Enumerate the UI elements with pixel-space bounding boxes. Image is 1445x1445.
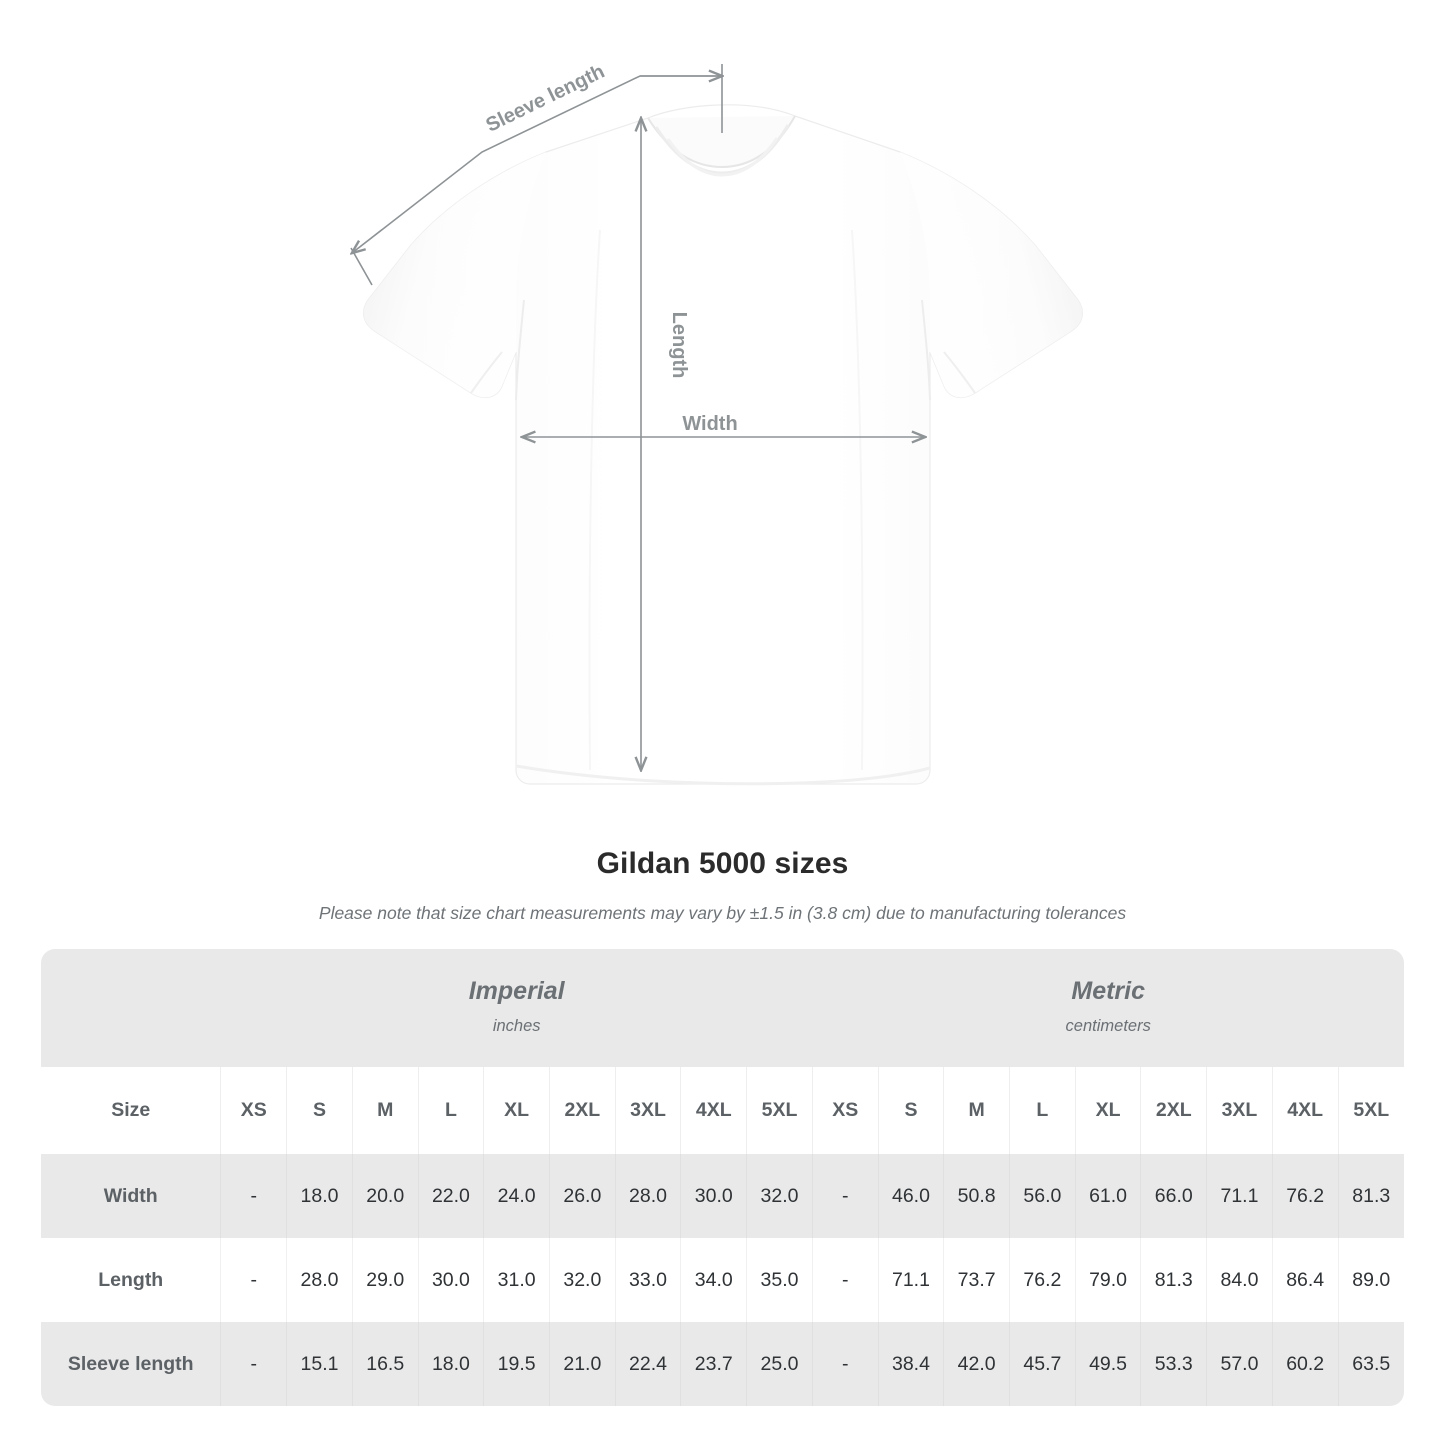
cell-width-imperial-5xl: 32.0 [746, 1154, 813, 1238]
unit-sub-metric: centimeters [1065, 1016, 1151, 1035]
unit-header-spacer [41, 949, 221, 1067]
sleeve-length-label: Sleeve length [483, 60, 609, 136]
cell-length-imperial-4xl: 34.0 [680, 1238, 747, 1322]
cell-sleeve-imperial-3xl: 22.4 [614, 1322, 681, 1406]
cell-sleeve-imperial-xl: 19.5 [483, 1322, 550, 1406]
cell-length-metric-4xl: 86.4 [1271, 1238, 1339, 1322]
cell-sleeve-metric-xl: 49.5 [1074, 1322, 1141, 1406]
unit-name-imperial: Imperial [468, 976, 565, 1005]
cell-sleeve-metric-4xl: 60.2 [1271, 1322, 1339, 1406]
table-row: Length - 28.0 29.0 30.0 31.0 32.0 33.0 3… [41, 1238, 1404, 1322]
size-header-metric-2xl: 2XL [1140, 1067, 1207, 1154]
cell-length-metric-5xl: 89.0 [1337, 1238, 1404, 1322]
cell-sleeve-metric-s: 38.4 [877, 1322, 944, 1406]
cell-sleeve-imperial-xs: - [220, 1322, 287, 1406]
size-header-imperial-xl: XL [483, 1067, 550, 1154]
cell-sleeve-metric-3xl: 57.0 [1206, 1322, 1273, 1406]
cell-width-metric-xl: 61.0 [1074, 1154, 1141, 1238]
size-header-metric-s: S [877, 1067, 944, 1154]
size-header-label: Size [41, 1067, 221, 1154]
size-header-metric-3xl: 3XL [1206, 1067, 1273, 1154]
cell-sleeve-imperial-s: 15.1 [286, 1322, 353, 1406]
cell-width-imperial-l: 22.0 [417, 1154, 484, 1238]
cell-length-imperial-3xl: 33.0 [614, 1238, 681, 1322]
size-header-metric-4xl: 4XL [1271, 1067, 1339, 1154]
size-header-imperial-3xl: 3XL [614, 1067, 681, 1154]
length-label: Length [668, 312, 690, 379]
size-header-imperial-l: L [417, 1067, 484, 1154]
title-block: Gildan 5000 sizes Please note that size … [0, 845, 1445, 925]
tshirt-illustration [362, 104, 1084, 786]
size-header-imperial-4xl: 4XL [680, 1067, 747, 1154]
table-row: Sleeve length - 15.1 16.5 18.0 19.5 21.0… [41, 1322, 1404, 1406]
tshirt-diagram: Sleeve length Length Width [0, 60, 1084, 786]
cell-sleeve-imperial-2xl: 21.0 [548, 1322, 616, 1406]
cell-width-imperial-2xl: 26.0 [548, 1154, 616, 1238]
cell-sleeve-metric-l: 45.7 [1009, 1322, 1076, 1406]
cell-sleeve-metric-m: 42.0 [943, 1322, 1010, 1406]
size-header-metric-m: M [943, 1067, 1010, 1154]
cell-sleeve-metric-xs: - [811, 1322, 879, 1406]
cell-length-imperial-xs: - [220, 1238, 287, 1322]
cell-length-metric-l: 76.2 [1009, 1238, 1076, 1322]
size-header-metric-l: L [1009, 1067, 1076, 1154]
cell-length-imperial-m: 29.0 [351, 1238, 419, 1322]
cell-sleeve-metric-2xl: 53.3 [1140, 1322, 1207, 1406]
cell-sleeve-imperial-5xl: 25.0 [746, 1322, 813, 1406]
cell-sleeve-imperial-m: 16.5 [351, 1322, 419, 1406]
cell-sleeve-metric-5xl: 63.5 [1337, 1322, 1404, 1406]
size-header-imperial-2xl: 2XL [548, 1067, 616, 1154]
cell-width-metric-3xl: 71.1 [1206, 1154, 1273, 1238]
cell-width-imperial-4xl: 30.0 [680, 1154, 747, 1238]
page-title: Gildan 5000 sizes [596, 847, 849, 880]
cell-length-metric-xs: - [811, 1238, 879, 1322]
cell-width-metric-m: 50.8 [943, 1154, 1010, 1238]
size-header-metric-xl: XL [1074, 1067, 1141, 1154]
cell-width-metric-xs: - [811, 1154, 879, 1238]
tolerance-note: Please note that size chart measurements… [318, 903, 1127, 923]
cell-length-metric-m: 73.7 [943, 1238, 1010, 1322]
sleeve-length-dimension [351, 64, 722, 286]
cell-width-imperial-xs: - [220, 1154, 287, 1238]
cell-length-imperial-5xl: 35.0 [746, 1238, 813, 1322]
table-row: Width - 18.0 20.0 22.0 24.0 26.0 28.0 30… [41, 1154, 1404, 1238]
unit-header-metric: Metric centimeters [812, 949, 1404, 1067]
cell-length-imperial-2xl: 32.0 [548, 1238, 616, 1322]
unit-header-row: Imperial inches Metric centimeters [41, 949, 1404, 1067]
size-chart-table-wrapper: Imperial inches Metric centimeters Size … [41, 949, 1404, 1406]
width-label: Width [682, 413, 737, 435]
row-label-length: Length [41, 1238, 221, 1322]
cell-length-metric-3xl: 84.0 [1206, 1238, 1273, 1322]
cell-length-metric-s: 71.1 [877, 1238, 944, 1322]
size-header-metric-5xl: 5XL [1337, 1067, 1404, 1154]
cell-sleeve-imperial-4xl: 23.7 [680, 1322, 747, 1406]
size-header-imperial-5xl: 5XL [746, 1067, 813, 1154]
cell-width-imperial-3xl: 28.0 [614, 1154, 681, 1238]
size-header-imperial-xs: XS [220, 1067, 287, 1154]
cell-length-imperial-s: 28.0 [286, 1238, 353, 1322]
cell-width-imperial-m: 20.0 [351, 1154, 419, 1238]
row-label-sleeve-length: Sleeve length [41, 1322, 221, 1406]
unit-name-metric: Metric [1071, 976, 1146, 1005]
size-chart-table: Imperial inches Metric centimeters Size … [41, 949, 1404, 1406]
cell-length-metric-xl: 79.0 [1074, 1238, 1141, 1322]
unit-sub-imperial: inches [492, 1016, 541, 1035]
size-header-imperial-s: S [286, 1067, 353, 1154]
cell-width-imperial-xl: 24.0 [483, 1154, 550, 1238]
size-header-row: Size XS S M L XL 2XL 3XL 4XL 5XL XS S M … [41, 1067, 1404, 1154]
cell-width-metric-2xl: 66.0 [1140, 1154, 1207, 1238]
unit-header-imperial: Imperial inches [220, 949, 813, 1067]
cell-width-metric-s: 46.0 [877, 1154, 944, 1238]
size-header-metric-xs: XS [811, 1067, 879, 1154]
row-label-width: Width [41, 1154, 221, 1238]
cell-width-metric-l: 56.0 [1009, 1154, 1076, 1238]
cell-length-imperial-l: 30.0 [417, 1238, 484, 1322]
cell-width-metric-4xl: 76.2 [1271, 1154, 1339, 1238]
size-header-imperial-m: M [351, 1067, 419, 1154]
cell-length-imperial-xl: 31.0 [483, 1238, 550, 1322]
cell-width-imperial-s: 18.0 [286, 1154, 353, 1238]
cell-sleeve-imperial-l: 18.0 [417, 1322, 484, 1406]
cell-length-metric-2xl: 81.3 [1140, 1238, 1207, 1322]
cell-width-metric-5xl: 81.3 [1337, 1154, 1404, 1238]
